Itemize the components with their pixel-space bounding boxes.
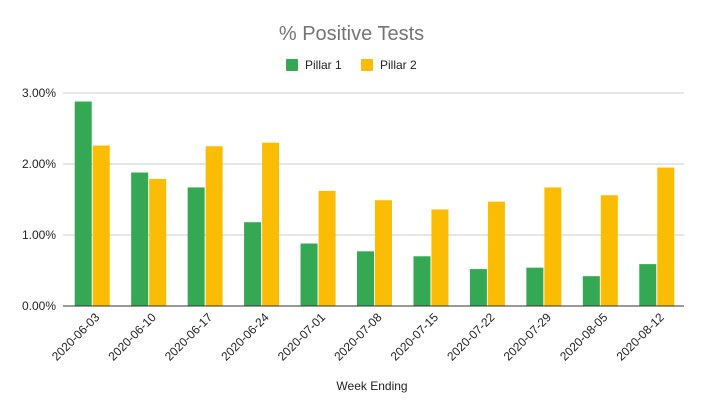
y-axis-ticks: 0.00% 1.00% 2.00% 3.00% <box>22 86 56 313</box>
x-tick-label: 2020-06-24 <box>218 310 272 364</box>
bar-pillar-1 <box>582 276 600 306</box>
x-tick-label: 2020-06-03 <box>49 310 103 364</box>
bar-pillar-1 <box>469 269 487 306</box>
bar-pillar-1 <box>300 243 318 306</box>
y-tick-label: 2.00% <box>22 157 56 171</box>
x-tick-label: 2020-08-12 <box>614 310 668 364</box>
x-tick-label: 2020-08-05 <box>557 310 611 364</box>
bar-pillar-2 <box>375 200 392 306</box>
bar-pillar-2 <box>487 201 505 306</box>
gridlines <box>63 92 684 236</box>
bar-pillar-2 <box>544 187 562 306</box>
bar-pillar-2 <box>318 190 336 306</box>
bar-pillar-1 <box>639 264 657 306</box>
legend-swatch <box>286 59 298 71</box>
bar-pillar-1 <box>357 251 374 306</box>
bar-pillar-2 <box>205 146 223 306</box>
y-tick-label: 1.00% <box>22 228 56 242</box>
x-axis-ticks: 2020-06-03 2020-06-10 2020-06-17 2020-06-24… <box>49 310 667 364</box>
bar-pillar-2 <box>600 195 618 306</box>
bar-pillar-2 <box>657 167 675 306</box>
legend-label: Pillar 1 <box>305 58 342 72</box>
legend: Pillar 1 Pillar 2 <box>286 58 417 72</box>
bar-pillar-1 <box>526 267 544 306</box>
y-tick-label: 3.00% <box>22 86 56 100</box>
chart-title: % Positive Tests <box>279 23 424 45</box>
x-tick-label: 2020-07-15 <box>388 310 442 364</box>
bar-pillar-1 <box>131 172 149 306</box>
bar-pillar-2 <box>431 209 449 306</box>
bar-pillar-1 <box>74 101 92 307</box>
x-tick-label: 2020-07-29 <box>501 310 555 364</box>
bar-pillar-2 <box>92 145 110 306</box>
bar-pillar-1 <box>187 187 205 306</box>
bars <box>74 101 675 307</box>
bar-pillar-1 <box>413 256 431 306</box>
bar-pillar-1 <box>244 222 262 306</box>
x-tick-label: 2020-06-10 <box>105 310 159 364</box>
bar-pillar-2 <box>149 178 167 306</box>
bar-pillar-2 <box>262 142 280 306</box>
x-axis-title: Week Ending <box>336 379 407 393</box>
x-tick-label: 2020-07-08 <box>331 310 385 364</box>
x-tick-label: 2020-07-01 <box>275 310 329 364</box>
legend-label: Pillar 2 <box>380 58 417 72</box>
x-tick-label: 2020-06-17 <box>162 310 216 364</box>
legend-swatch <box>361 59 373 71</box>
y-tick-label: 0.00% <box>22 299 56 313</box>
x-tick-label: 2020-07-22 <box>444 310 498 364</box>
